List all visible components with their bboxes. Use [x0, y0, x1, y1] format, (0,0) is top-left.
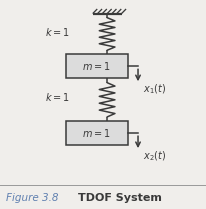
Text: $x_2(t)$: $x_2(t)$ — [143, 149, 166, 163]
Bar — [66, 54, 128, 78]
Text: $m=1$: $m=1$ — [82, 60, 111, 72]
Text: $k=1$: $k=1$ — [45, 26, 70, 38]
Bar — [66, 121, 128, 145]
Text: $k=1$: $k=1$ — [45, 91, 70, 103]
Text: $m=1$: $m=1$ — [82, 127, 111, 139]
Text: TDOF System: TDOF System — [78, 192, 162, 203]
Text: Figure 3.8: Figure 3.8 — [6, 192, 59, 203]
Text: $x_1(t)$: $x_1(t)$ — [143, 82, 166, 96]
